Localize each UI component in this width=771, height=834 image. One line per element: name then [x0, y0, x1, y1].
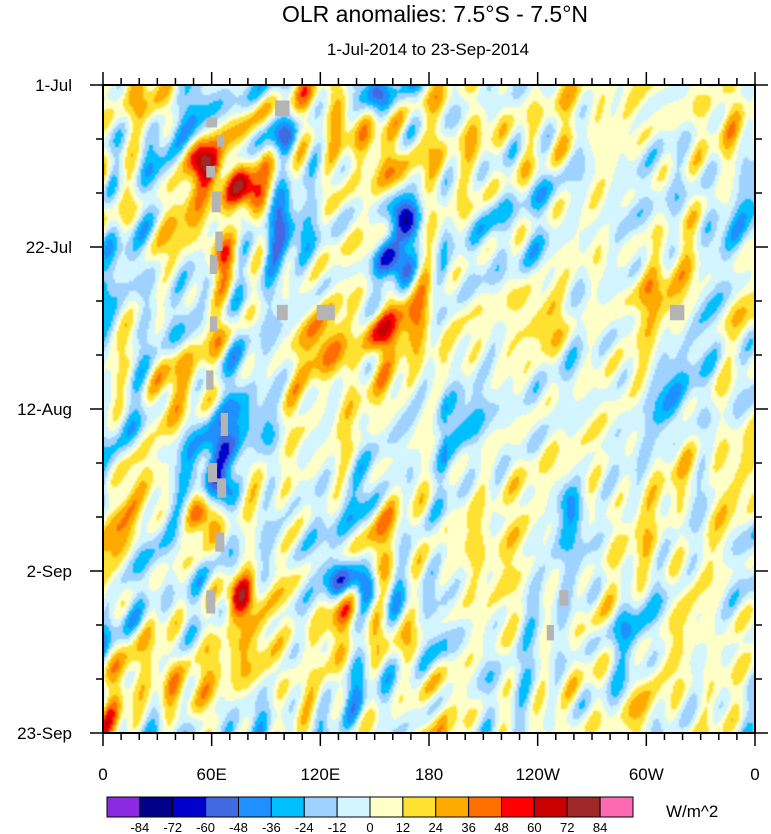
missing-data-box [220, 412, 228, 436]
missing-data-box [206, 370, 214, 390]
colorbar-units: W/m^2 [666, 802, 718, 821]
colorbar-label: 84 [593, 820, 607, 834]
missing-data-box [215, 532, 225, 552]
colorbar-label: 0 [366, 820, 373, 834]
chart-title: OLR anomalies: 7.5°S - 7.5°N [282, 1, 588, 27]
colorbar-label: 24 [429, 820, 443, 834]
colorbar-label: -24 [295, 820, 314, 834]
chart-subtitle: 1-Jul-2014 to 23-Sep-2014 [327, 40, 529, 59]
colorbar-label: -36 [262, 820, 281, 834]
plot-area [102, 84, 756, 734]
colorbar-label: -48 [229, 820, 248, 834]
missing-data-box [217, 478, 227, 498]
colorbar-swatch [336, 796, 371, 818]
x-tick-label: 0 [98, 765, 107, 784]
y-tick-label: 1-Jul [35, 76, 72, 95]
x-tick-label: 60W [629, 765, 664, 784]
y-tick-label: 23-Sep [17, 724, 72, 743]
colorbar-label: 12 [396, 820, 410, 834]
missing-data-layer [206, 100, 685, 641]
colorbar-swatch [303, 796, 338, 818]
x-tick-label: 120W [515, 765, 559, 784]
missing-data-box [276, 304, 288, 321]
colorbar-swatch [435, 796, 470, 818]
missing-data-box [208, 463, 218, 483]
x-tick-label: 120E [300, 765, 340, 784]
colorbar-swatch [533, 796, 568, 818]
missing-data-box [206, 117, 218, 128]
y-tick-label: 2-Sep [27, 562, 72, 581]
colorbar-label: 36 [461, 820, 475, 834]
missing-data-box [206, 166, 216, 178]
missing-data-box [275, 100, 290, 116]
colorbar-swatch [139, 796, 174, 818]
colorbar-swatch [402, 796, 437, 818]
x-tick-label: 0 [750, 765, 759, 784]
colorbar-label: -84 [130, 820, 149, 834]
colorbar-swatch [238, 796, 272, 818]
colorbar-label: -60 [196, 820, 215, 834]
colorbar-label: 72 [560, 820, 574, 834]
x-axis-ticks: 0 60E 120E 180 120W 60W 0 [98, 72, 760, 784]
missing-data-box [211, 191, 221, 213]
colorbar-swatch [270, 796, 305, 818]
x-tick-label: 180 [415, 765, 443, 784]
colorbar-swatch [501, 796, 535, 818]
missing-data-box [217, 135, 225, 147]
missing-data-box [559, 590, 569, 606]
colorbar-swatch [599, 796, 634, 818]
colorbar-label: -12 [328, 820, 347, 834]
missing-data-box [206, 590, 216, 614]
colorbar-label: 48 [494, 820, 508, 834]
colorbar-swatch [468, 796, 502, 818]
colorbar-swatch [172, 796, 207, 818]
y-tick-label: 12-Aug [17, 400, 72, 419]
y-tick-label: 22-Jul [26, 238, 72, 257]
colorbar-swatch [369, 796, 404, 818]
missing-data-box [669, 304, 685, 321]
missing-data-box [209, 316, 218, 332]
colorbar-label: -72 [163, 820, 182, 834]
colorbar-swatch [205, 796, 239, 818]
colorbar-label: 60 [527, 820, 541, 834]
colorbar-swatch [106, 796, 141, 818]
colorbar-swatch [566, 796, 601, 818]
y-axis-ticks: 1-Jul 22-Jul 12-Aug 2-Sep 23-Sep [17, 76, 768, 743]
anomaly-field [103, 85, 755, 733]
missing-data-box [546, 625, 554, 641]
missing-data-box [316, 304, 335, 321]
missing-data-box [209, 254, 218, 274]
colorbar: -84 -72 -60 -48 -36 -24 -12 0 12 24 36 48 60 72 84 [106, 796, 634, 834]
x-tick-label: 60E [197, 765, 227, 784]
missing-data-box [215, 231, 223, 251]
